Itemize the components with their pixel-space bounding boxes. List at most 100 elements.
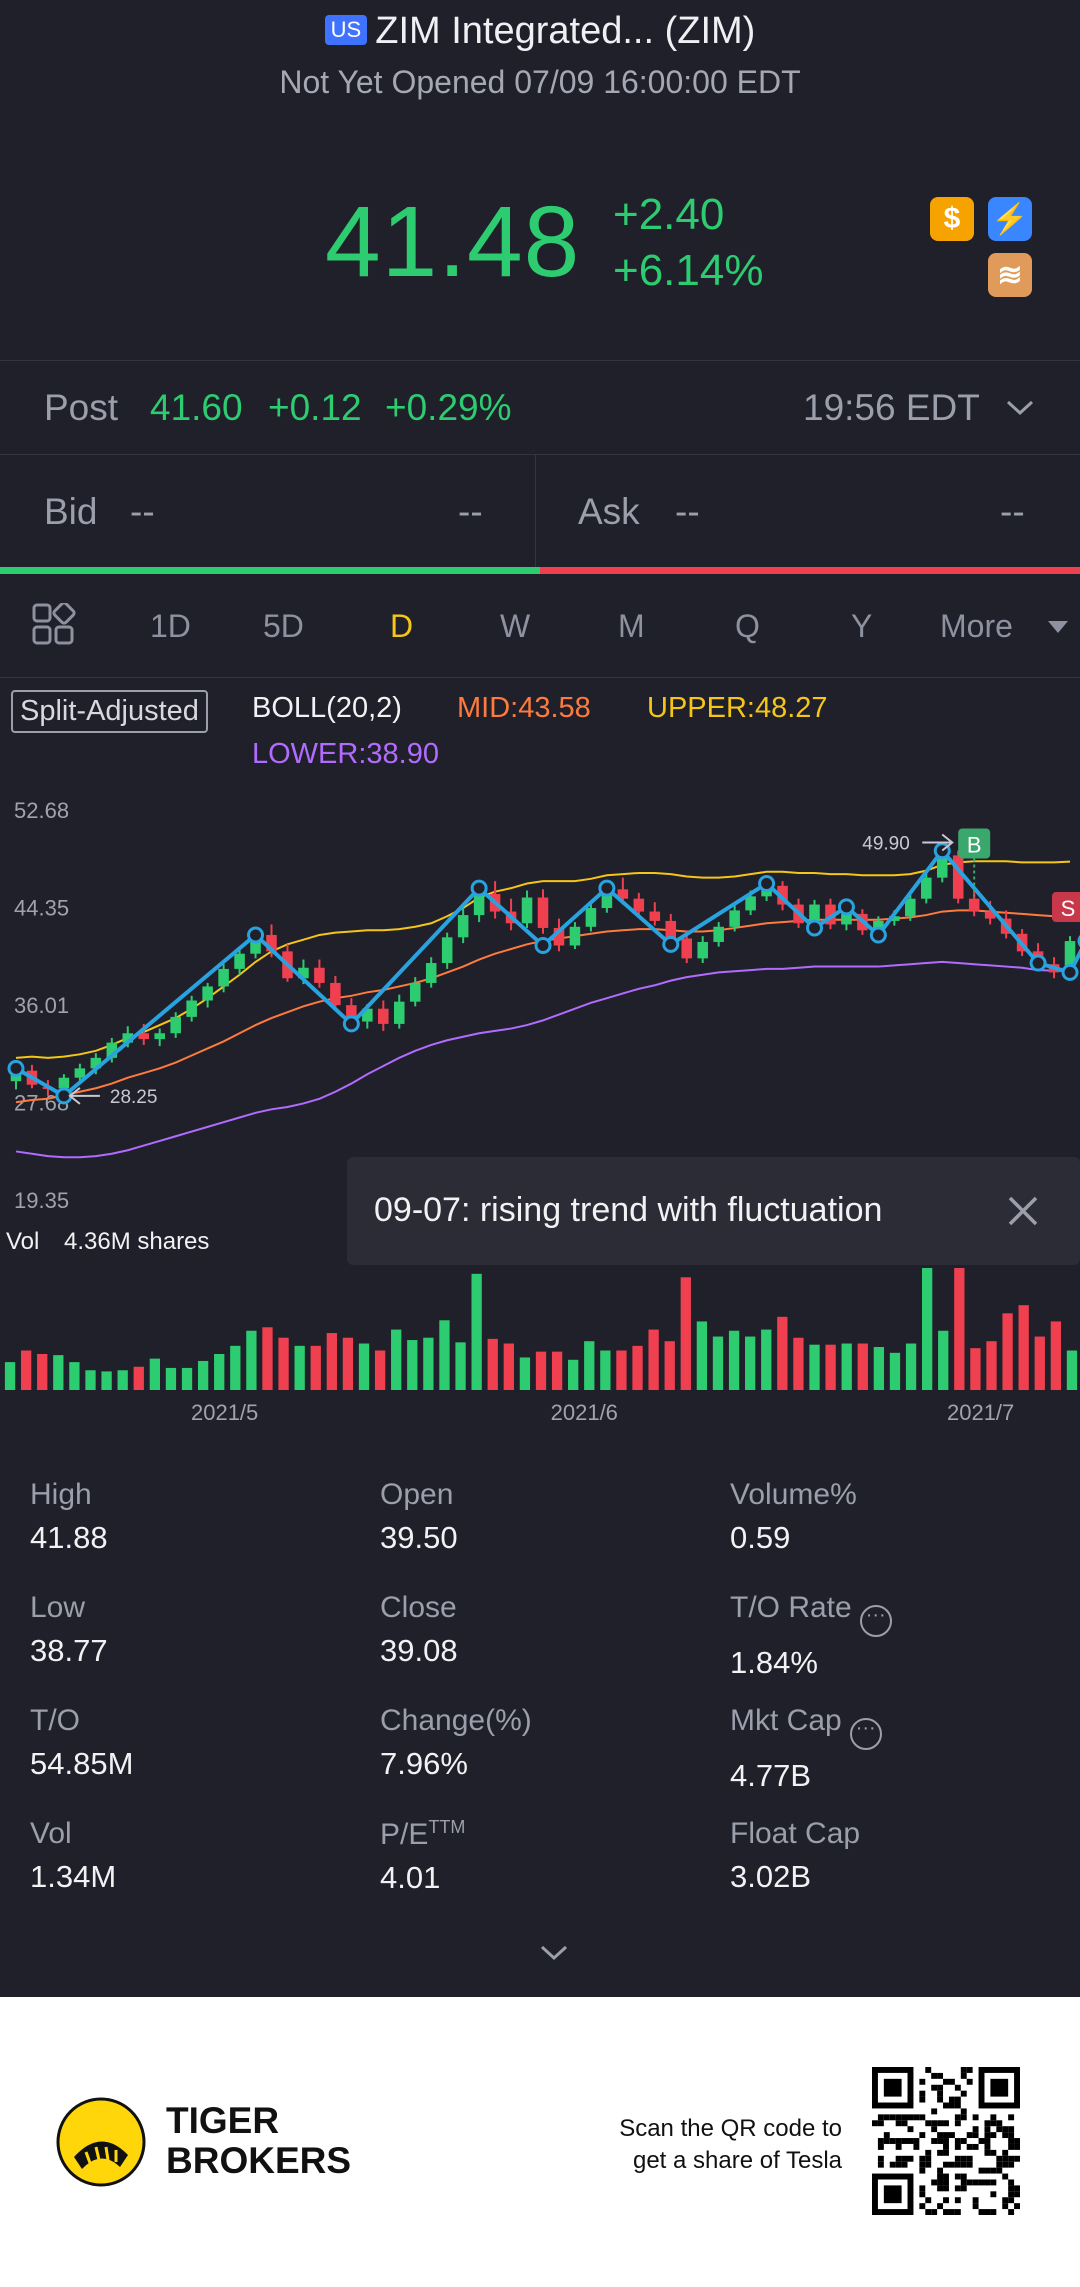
trend-pivot bbox=[470, 879, 488, 897]
x-axis: 2021/5 2021/6 2021/7 bbox=[191, 1400, 1014, 1425]
candle-body bbox=[601, 889, 613, 909]
candle-body bbox=[841, 913, 852, 925]
volume-bar bbox=[777, 1316, 788, 1390]
qr-module bbox=[978, 2179, 985, 2186]
stat-value: 38.77 bbox=[30, 1633, 108, 1668]
qr-module bbox=[901, 2114, 908, 2121]
stack-icon[interactable]: ≋ bbox=[988, 253, 1032, 297]
volume-bar bbox=[455, 1342, 466, 1390]
volume-bar bbox=[69, 1362, 80, 1390]
volume-bar bbox=[1034, 1336, 1045, 1390]
trend-pivot bbox=[247, 926, 265, 944]
qr-module bbox=[943, 2143, 949, 2150]
qr-module bbox=[960, 2155, 967, 2162]
qr-module bbox=[889, 2138, 896, 2144]
qr-module bbox=[978, 2167, 985, 2174]
qr-module bbox=[931, 2108, 938, 2115]
tab-5d[interactable]: 5D bbox=[263, 608, 304, 644]
qr-module bbox=[996, 2161, 1003, 2168]
qr-module bbox=[1008, 2114, 1015, 2121]
boll-indicator-name[interactable]: BOLL(20,2) bbox=[252, 692, 402, 724]
ask-size: -- bbox=[1000, 491, 1025, 532]
qr-module bbox=[966, 2067, 973, 2073]
candle-body bbox=[234, 953, 245, 969]
y-tick-label: 52.68 bbox=[14, 798, 69, 823]
qr-module bbox=[877, 2155, 884, 2162]
candle-body bbox=[777, 885, 788, 905]
trend-text: 09-07: rising trend with fluctuation bbox=[374, 1191, 883, 1229]
volume-bar bbox=[535, 1351, 547, 1390]
close-icon[interactable] bbox=[1007, 1195, 1039, 1227]
volume-bar bbox=[262, 1327, 273, 1390]
chevron-down-icon[interactable] bbox=[1005, 398, 1035, 418]
volume-chart[interactable] bbox=[0, 1262, 1080, 1392]
stock-title: US ZIM Integrated... (ZIM) bbox=[0, 10, 1080, 53]
chevron-down-icon[interactable] bbox=[540, 1944, 568, 1962]
stat-label-text: T/O Rate bbox=[730, 1591, 852, 1624]
qr-module bbox=[943, 2132, 949, 2139]
caret-down-icon[interactable] bbox=[1048, 621, 1068, 635]
volume-bar bbox=[600, 1350, 611, 1390]
qr-module bbox=[937, 2132, 944, 2139]
candle-body bbox=[409, 982, 421, 1002]
candle-body bbox=[202, 986, 213, 1001]
qr-module bbox=[919, 2167, 926, 2174]
candle-body bbox=[809, 904, 820, 924]
trend-popup[interactable]: 09-07: rising trend with fluctuation bbox=[347, 1157, 1080, 1265]
tab-w[interactable]: W bbox=[500, 608, 531, 644]
candle-body bbox=[585, 908, 597, 927]
qr-module bbox=[960, 2179, 967, 2186]
candle-body bbox=[314, 967, 325, 983]
tab-m[interactable]: M bbox=[618, 608, 645, 644]
qr-module bbox=[954, 2185, 961, 2192]
ask-strength-bar bbox=[540, 567, 1080, 574]
tab-1d[interactable]: 1D bbox=[150, 608, 191, 644]
qr-module bbox=[895, 2161, 902, 2168]
volume-bar bbox=[181, 1367, 193, 1390]
qr-module bbox=[937, 2167, 944, 2174]
candle-body bbox=[346, 1005, 357, 1022]
qr-module bbox=[937, 2090, 944, 2097]
qr-module bbox=[895, 2138, 902, 2144]
dollar-icon[interactable]: $ bbox=[930, 197, 974, 241]
qr-module bbox=[889, 2161, 896, 2168]
qr-module bbox=[990, 2179, 997, 2186]
lightning-icon[interactable]: ⚡ bbox=[988, 197, 1032, 241]
tab-d[interactable]: D bbox=[390, 608, 414, 644]
qr-module bbox=[931, 2209, 938, 2215]
tab-q[interactable]: Q bbox=[735, 608, 760, 644]
bid-strength-bar bbox=[0, 567, 540, 574]
candle-body bbox=[873, 920, 884, 931]
stat-label: Mkt Cap ··· bbox=[730, 1704, 882, 1750]
info-icon[interactable]: ··· bbox=[859, 1605, 892, 1637]
trend-pivot bbox=[662, 935, 680, 953]
buy-marker-label: B bbox=[967, 833, 982, 858]
candle-body bbox=[936, 855, 948, 878]
qr-module bbox=[972, 2197, 979, 2204]
candle-body bbox=[250, 934, 261, 954]
split-adjusted-toggle[interactable]: Split-Adjusted bbox=[11, 690, 208, 733]
qr-module bbox=[954, 2084, 961, 2091]
qr-module bbox=[895, 2120, 902, 2127]
tab-y[interactable]: Y bbox=[851, 608, 873, 644]
info-icon[interactable]: ··· bbox=[849, 1718, 882, 1750]
boll-mid-value: MID:43.58 bbox=[457, 692, 591, 724]
stat-value: 41.88 bbox=[30, 1520, 108, 1555]
qr-finder bbox=[990, 2078, 1009, 2097]
volume-bar bbox=[342, 1337, 354, 1390]
qr-module bbox=[901, 2120, 908, 2127]
qr-module bbox=[984, 2138, 991, 2144]
qr-module bbox=[937, 2185, 944, 2192]
candle-body bbox=[266, 934, 277, 952]
stat-label: Open bbox=[380, 1478, 458, 1512]
stat-label-text: Open bbox=[380, 1478, 454, 1511]
volume-bar bbox=[439, 1320, 450, 1390]
volume-bar bbox=[310, 1345, 321, 1390]
tab-more[interactable]: More bbox=[940, 608, 1013, 644]
post-market-row[interactable]: Post 41.60 +0.12 +0.29% 19:56 EDT bbox=[0, 362, 1080, 454]
volume-bar bbox=[407, 1340, 418, 1390]
grid-icon[interactable] bbox=[32, 603, 76, 647]
candle-body bbox=[441, 937, 453, 964]
bid-size: -- bbox=[458, 491, 483, 532]
